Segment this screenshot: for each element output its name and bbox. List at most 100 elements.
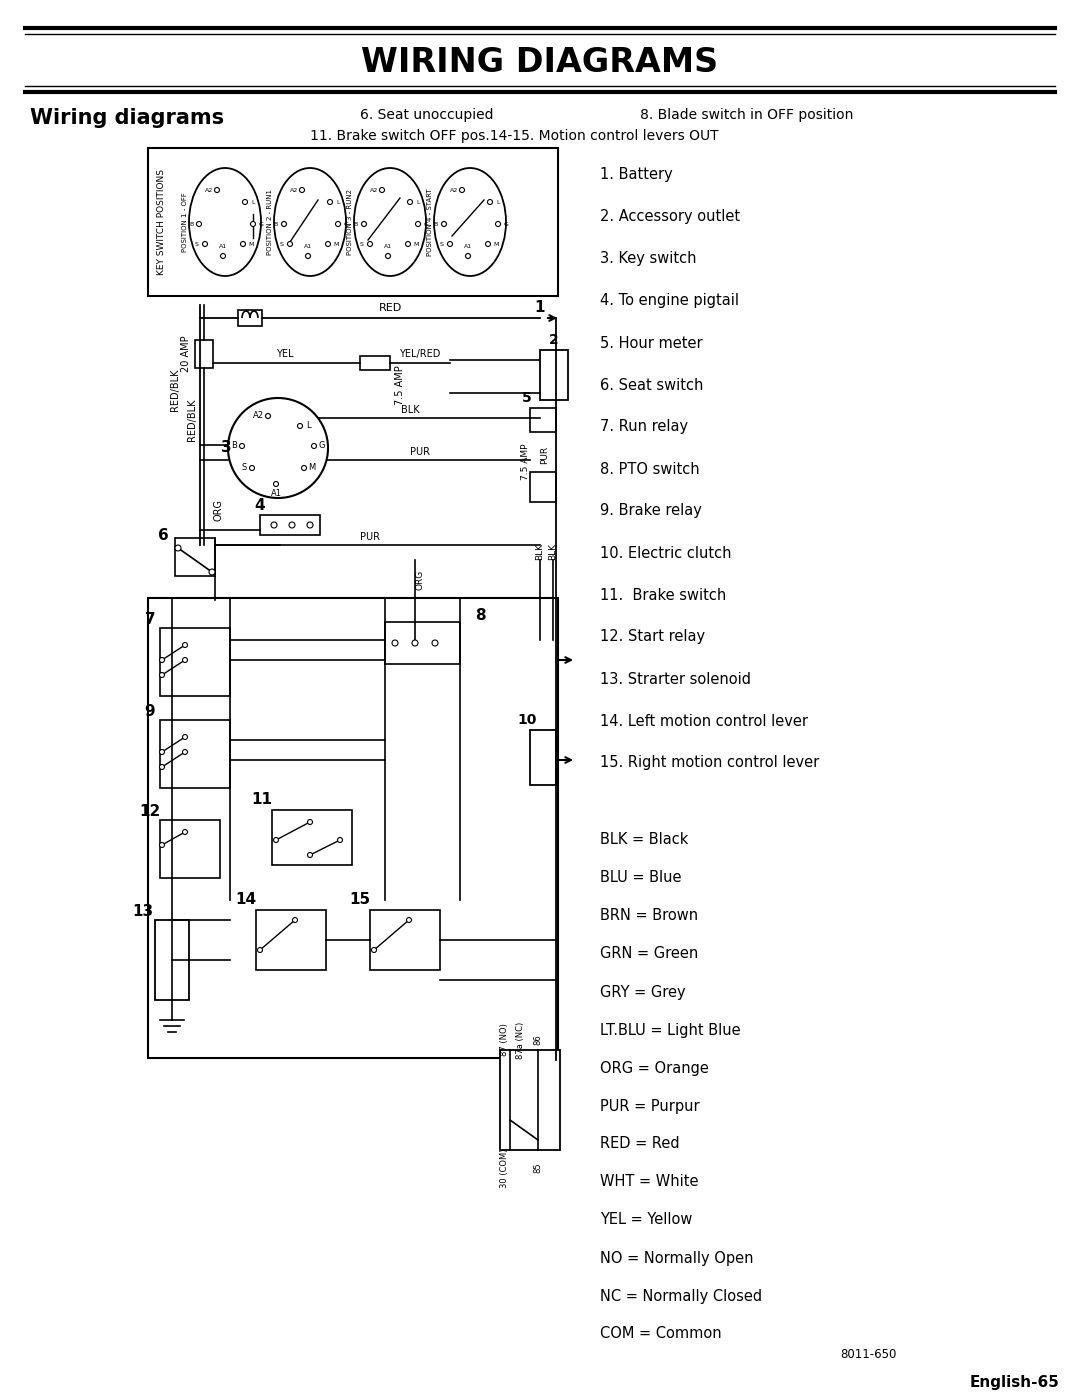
Ellipse shape bbox=[354, 168, 426, 277]
Text: 1. Battery: 1. Battery bbox=[600, 168, 673, 183]
Circle shape bbox=[183, 643, 188, 647]
Bar bbox=[530, 408, 556, 432]
Text: M: M bbox=[309, 464, 315, 472]
Bar bbox=[260, 515, 320, 535]
Text: L: L bbox=[306, 422, 310, 430]
Bar bbox=[148, 598, 558, 1058]
Text: PUR = Purpur: PUR = Purpur bbox=[600, 1098, 700, 1113]
Text: 10. Electric clutch: 10. Electric clutch bbox=[600, 545, 731, 560]
Circle shape bbox=[459, 187, 464, 193]
Text: G: G bbox=[343, 222, 349, 226]
Text: 7.5 AMP: 7.5 AMP bbox=[521, 444, 530, 481]
Text: English-65: English-65 bbox=[970, 1375, 1059, 1390]
Circle shape bbox=[287, 242, 293, 246]
Text: 4: 4 bbox=[255, 497, 266, 513]
Circle shape bbox=[299, 187, 305, 193]
Text: G: G bbox=[423, 222, 429, 226]
Text: L: L bbox=[336, 200, 340, 204]
Circle shape bbox=[203, 242, 207, 246]
Text: A2: A2 bbox=[289, 187, 298, 193]
Text: COM = Common: COM = Common bbox=[600, 1327, 721, 1341]
Circle shape bbox=[447, 242, 453, 246]
Circle shape bbox=[210, 569, 215, 576]
Circle shape bbox=[416, 222, 420, 226]
Circle shape bbox=[251, 222, 256, 226]
Text: 8. Blade switch in OFF position: 8. Blade switch in OFF position bbox=[640, 108, 853, 122]
Text: PUR: PUR bbox=[360, 532, 380, 542]
Circle shape bbox=[297, 423, 302, 429]
Text: 7.5 AMP: 7.5 AMP bbox=[395, 365, 405, 405]
Circle shape bbox=[215, 187, 219, 193]
Text: YEL/RED: YEL/RED bbox=[400, 349, 441, 359]
Circle shape bbox=[325, 242, 330, 246]
Text: 4. To engine pigtail: 4. To engine pigtail bbox=[600, 293, 739, 309]
Text: L: L bbox=[252, 200, 255, 204]
Circle shape bbox=[308, 820, 312, 824]
Text: 13: 13 bbox=[133, 904, 153, 919]
Text: 10: 10 bbox=[517, 712, 537, 726]
Bar bbox=[160, 820, 220, 877]
Text: B: B bbox=[189, 222, 193, 226]
Bar bbox=[175, 538, 215, 576]
Circle shape bbox=[308, 852, 312, 858]
Text: B: B bbox=[354, 222, 359, 226]
Text: 8. PTO switch: 8. PTO switch bbox=[600, 461, 700, 476]
Text: B: B bbox=[274, 222, 279, 226]
Circle shape bbox=[406, 918, 411, 922]
Circle shape bbox=[197, 222, 202, 226]
Bar bbox=[256, 909, 326, 970]
Circle shape bbox=[183, 750, 188, 754]
Text: BLK = Black: BLK = Black bbox=[600, 833, 688, 848]
Text: B: B bbox=[434, 222, 438, 226]
Text: 87 (NO): 87 (NO) bbox=[500, 1024, 510, 1056]
Circle shape bbox=[273, 837, 279, 842]
Circle shape bbox=[243, 200, 247, 204]
Text: G: G bbox=[503, 222, 509, 226]
Text: A1: A1 bbox=[303, 243, 312, 249]
Ellipse shape bbox=[274, 168, 346, 277]
Text: POSITION 2 - RUN1: POSITION 2 - RUN1 bbox=[267, 189, 273, 256]
Circle shape bbox=[367, 242, 373, 246]
Text: NC = Normally Closed: NC = Normally Closed bbox=[600, 1288, 762, 1303]
Circle shape bbox=[160, 672, 164, 678]
Circle shape bbox=[160, 658, 164, 662]
Circle shape bbox=[411, 640, 418, 645]
Text: RED: RED bbox=[378, 303, 402, 313]
Bar bbox=[384, 622, 460, 664]
Text: 86: 86 bbox=[534, 1035, 542, 1045]
Text: 2. Accessory outlet: 2. Accessory outlet bbox=[600, 210, 740, 225]
Text: ORG: ORG bbox=[416, 570, 424, 590]
Circle shape bbox=[301, 465, 307, 471]
Text: PUR: PUR bbox=[540, 446, 550, 464]
Text: 14. Left motion control lever: 14. Left motion control lever bbox=[600, 714, 808, 728]
Circle shape bbox=[392, 640, 399, 645]
Text: 14: 14 bbox=[235, 893, 257, 908]
Text: 6. Seat unoccupied: 6. Seat unoccupied bbox=[360, 108, 494, 122]
Bar bbox=[360, 356, 390, 370]
Text: 8: 8 bbox=[475, 608, 485, 623]
Text: A2: A2 bbox=[205, 187, 213, 193]
Text: 9: 9 bbox=[145, 704, 156, 719]
Text: BLK: BLK bbox=[401, 405, 419, 415]
Text: M: M bbox=[334, 242, 339, 246]
Circle shape bbox=[407, 200, 413, 204]
Text: WHT = White: WHT = White bbox=[600, 1175, 699, 1189]
Circle shape bbox=[487, 200, 492, 204]
Bar bbox=[156, 921, 189, 1000]
Text: BLU = Blue: BLU = Blue bbox=[600, 870, 681, 886]
Text: G: G bbox=[319, 441, 325, 450]
Circle shape bbox=[442, 222, 446, 226]
Bar bbox=[540, 351, 568, 400]
Bar bbox=[195, 339, 213, 367]
Circle shape bbox=[327, 200, 333, 204]
Text: A2: A2 bbox=[450, 187, 458, 193]
Bar bbox=[370, 909, 440, 970]
Circle shape bbox=[273, 482, 279, 486]
Text: 1: 1 bbox=[535, 300, 545, 316]
Bar bbox=[238, 310, 262, 326]
Ellipse shape bbox=[434, 168, 507, 277]
Circle shape bbox=[293, 918, 297, 922]
Circle shape bbox=[306, 253, 311, 258]
Text: A1: A1 bbox=[383, 243, 392, 249]
Text: 15: 15 bbox=[350, 893, 370, 908]
